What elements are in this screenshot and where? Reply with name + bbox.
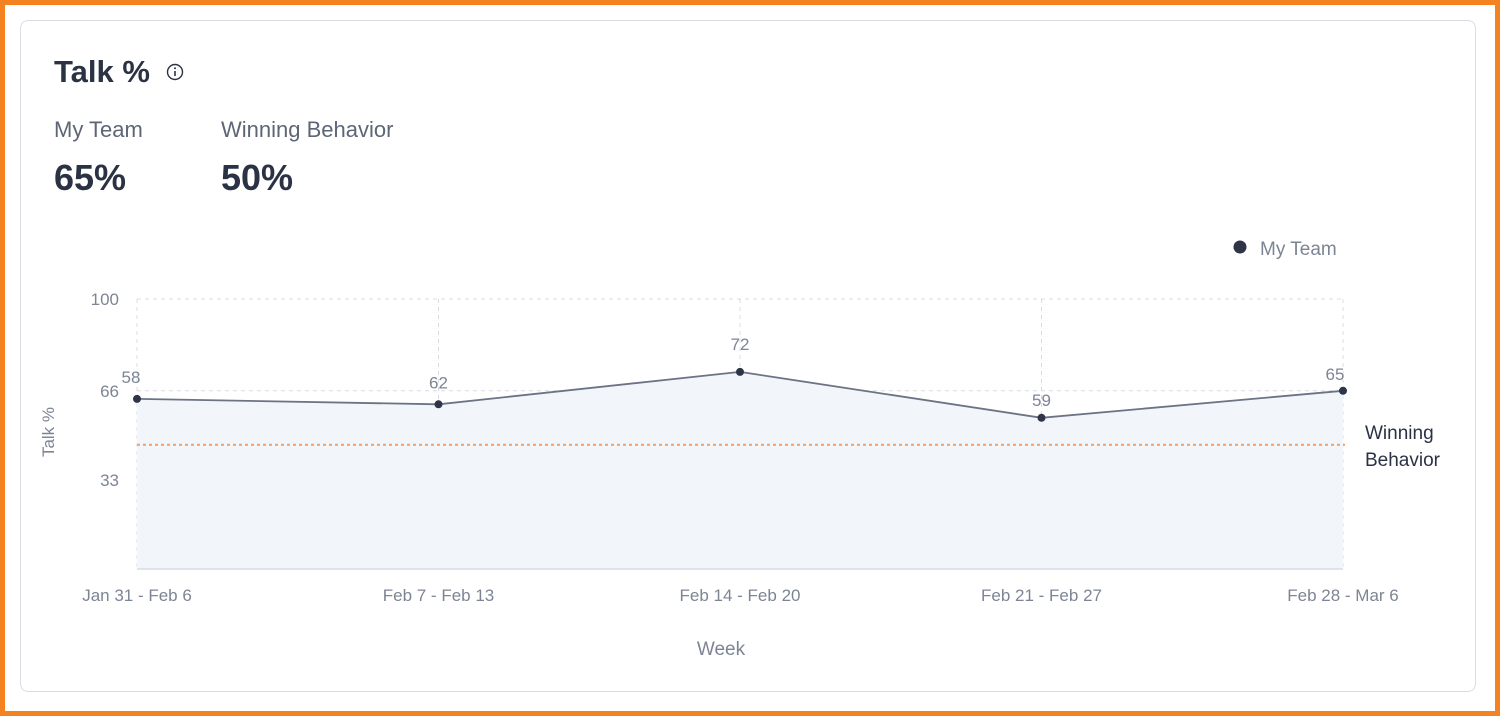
card-title: Talk % bbox=[54, 54, 150, 89]
data-point bbox=[1037, 413, 1046, 422]
stat-label: My Team bbox=[54, 117, 143, 142]
talk-percent-card: Talk % My Team 65% Winning Behavior 50% … bbox=[20, 20, 1476, 692]
data-label: 65 bbox=[1326, 365, 1345, 384]
x-tick-label: Feb 7 - Feb 13 bbox=[383, 586, 495, 605]
x-tick-label: Feb 21 - Feb 27 bbox=[981, 586, 1102, 605]
legend-marker-my-team bbox=[1233, 240, 1247, 254]
data-label: 59 bbox=[1032, 391, 1051, 410]
y-tick-label: 33 bbox=[100, 471, 119, 490]
stat-winning-behavior: Winning Behavior 50% bbox=[221, 117, 393, 199]
data-point bbox=[736, 367, 744, 376]
talk-percent-line-chart: 33 66 100 Winning Behavior 58 62 72 59 65 Jan 31 -… bbox=[39, 239, 1441, 660]
stat-value: 65% bbox=[54, 157, 127, 198]
x-axis-title: Week bbox=[697, 639, 746, 660]
data-label: 72 bbox=[731, 335, 750, 354]
data-label: 58 bbox=[122, 368, 141, 387]
y-tick-label: 66 bbox=[100, 382, 119, 401]
data-point bbox=[434, 400, 443, 409]
y-axis-title: Talk % bbox=[39, 407, 58, 457]
benchmark-label: Winning Behavior bbox=[1365, 423, 1441, 471]
x-tick-label: Feb 14 - Feb 20 bbox=[680, 586, 801, 605]
legend-label-my-team: My Team bbox=[1260, 239, 1337, 260]
y-tick-label: 100 bbox=[91, 290, 119, 309]
stat-my-team: My Team 65% bbox=[54, 117, 143, 199]
x-tick-label: Feb 28 - Mar 6 bbox=[1287, 586, 1399, 605]
info-icon[interactable] bbox=[166, 63, 184, 81]
data-point bbox=[133, 394, 141, 403]
stat-label: Winning Behavior bbox=[221, 117, 394, 142]
card-header: Talk % bbox=[54, 54, 184, 90]
data-label: 62 bbox=[429, 373, 448, 392]
x-tick-label: Jan 31 - Feb 6 bbox=[82, 586, 192, 605]
stat-value: 50% bbox=[221, 157, 294, 198]
data-point bbox=[1339, 386, 1347, 395]
